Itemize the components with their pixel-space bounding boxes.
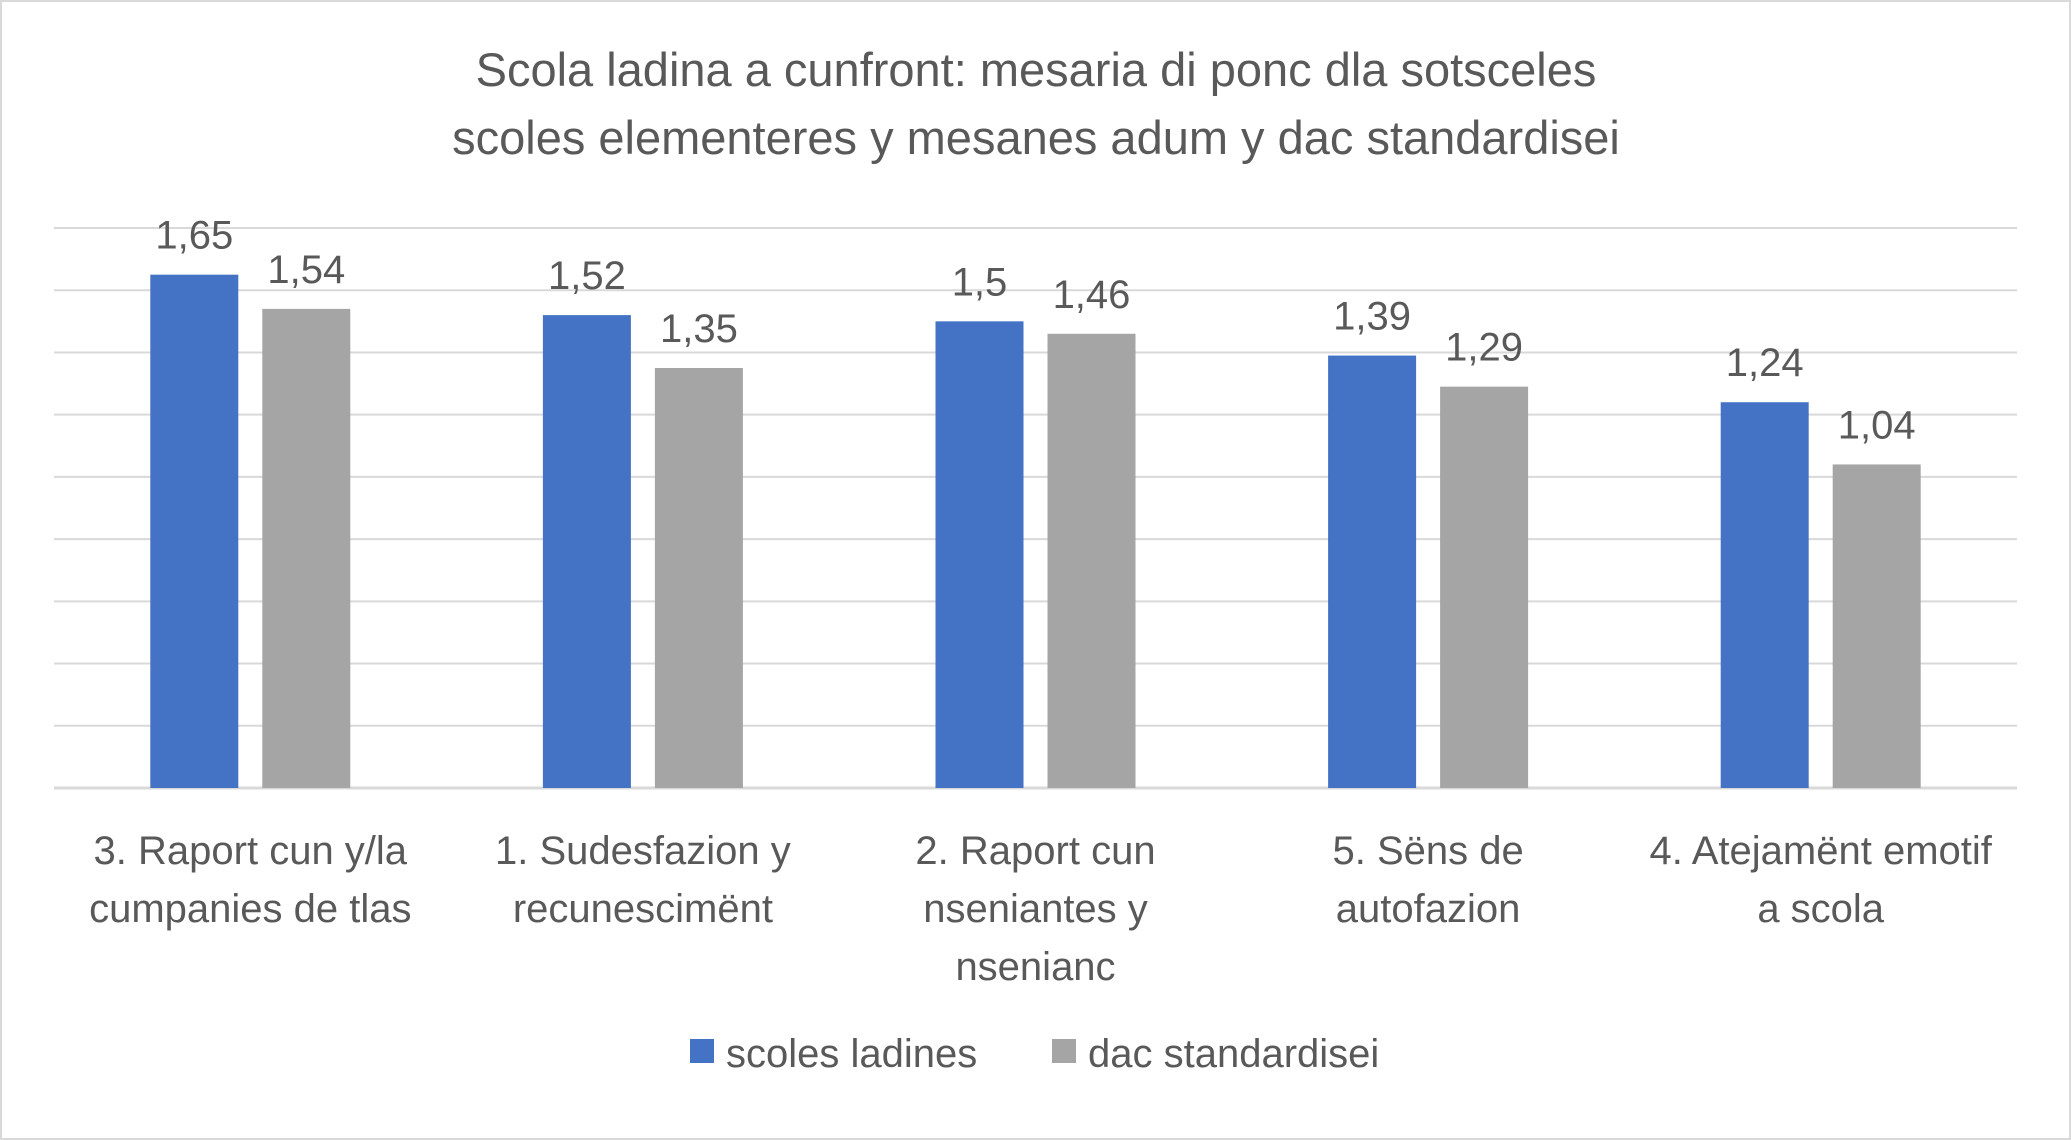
bar-scoles-ladines-2 [935,321,1024,788]
bar-dac-standardisei-1 [654,368,743,788]
gridlines [54,227,2017,790]
data-label: 1,46 [1053,273,1131,317]
data-label: 1,24 [1726,341,1804,385]
data-label: 1,52 [548,254,626,298]
data-label: 1,5 [952,260,1008,304]
bar-dac-standardisei-0 [262,308,351,788]
data-label: 1,35 [660,307,738,351]
category-label: 3. Raport cun y/la [94,829,408,873]
chart-title-line-1: Scola ladina a cunfront: mesaria di ponc… [476,43,1597,96]
category-label: 4. Atejamënt emotif [1649,829,1992,873]
data-label: 1,39 [1333,295,1411,339]
category-label: autofazion [1336,887,1521,931]
bar-scoles-ladines-4 [1720,402,1809,788]
bar-scoles-ladines-0 [150,274,239,789]
bars [150,274,1921,789]
data-labels: 1,65 1,54 1,52 1,35 1,5 1,46 1,39 1,29 1,24 1,04 [155,214,1915,448]
category-label: cumpanies de tlas [89,887,411,931]
category-label: a scola [1757,887,1884,931]
data-label: 1,65 [155,214,233,258]
bar-dac-standardisei-3 [1440,386,1529,788]
legend-swatch-dac-standardisei [1052,1039,1076,1063]
bar-dac-standardisei-2 [1047,333,1136,788]
bar-scoles-ladines-1 [542,315,631,788]
legend-label-scoles-ladines: scoles ladines [726,1032,977,1076]
bar-scoles-ladines-3 [1328,355,1417,788]
chart-title-line-2: scoles elementeres y mesanes adum y dac … [452,111,1620,164]
data-label: 1,04 [1838,403,1916,447]
bar-dac-standardisei-4 [1832,464,1921,788]
category-label: 2. Raport cun [915,829,1155,873]
chart-title: Scola ladina a cunfront: mesaria di ponc… [452,43,1620,164]
legend: scoles ladines dac standardisei [690,1032,1379,1076]
category-label: 5. Sëns de [1332,829,1523,873]
category-label: nsenianc [955,945,1115,989]
category-label: recunescimënt [513,887,773,931]
category-label: 1. Sudesfazion y [495,829,791,873]
data-label: 1,29 [1445,326,1523,370]
category-axis-labels: 3. Raport cun y/la cumpanies de tlas 1. Su… [89,829,1993,989]
legend-label-dac-standardisei: dac standardisei [1088,1032,1379,1076]
data-label: 1,54 [267,248,345,292]
category-label: nseniantes y [923,887,1148,931]
legend-swatch-scoles-ladines [690,1039,714,1063]
